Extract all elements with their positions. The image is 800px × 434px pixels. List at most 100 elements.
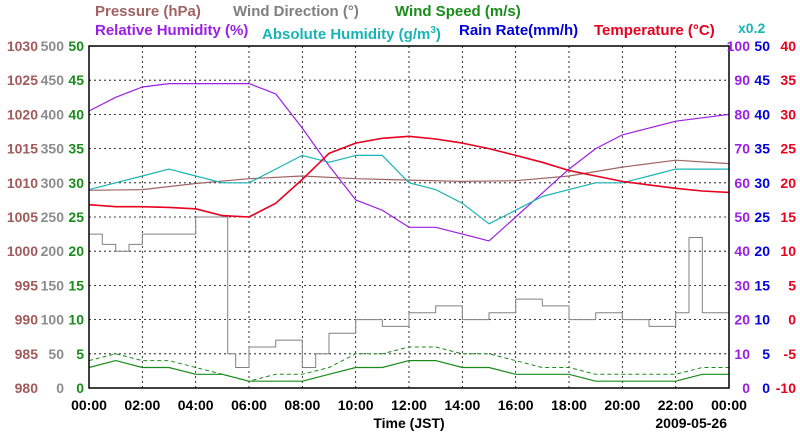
tick-label-temperature: 35 [780,72,796,88]
x-tick-label: 08:00 [284,397,320,413]
plot-frame [88,45,730,389]
tick-label-pressure: 1020 [7,106,38,122]
tick-label-pressure: 1015 [7,141,38,157]
x-axis-label: Time (JST) [373,415,444,431]
legend-temperature: Temperature (°C) [594,22,715,39]
tick-label-wind-direction: 200 [41,243,65,259]
tick-label-rain-rate: 25 [754,209,770,225]
right-axis-ticks: 0102030405060708090100051015202530354045… [727,38,797,396]
tick-label-pressure: 980 [15,380,39,396]
x-tick-label: 02:00 [124,397,160,413]
tick-label-rain-rate: 35 [754,141,770,157]
legend-rain-rate: Rain Rate(mm/h) [459,22,579,39]
tick-label-rain-rate: 40 [754,106,770,122]
tick-label-temperature: 15 [780,209,796,225]
x-tick-label: 00:00 [711,397,747,413]
legend-absolute-humidity-close: ) [435,26,441,43]
series-line-wind-direction [89,216,730,368]
grid [89,46,729,388]
tick-label-wind-direction: 300 [41,175,65,191]
legend-wind-speed: Wind Speed (m/s) [395,3,521,20]
tick-label-temperature: -5 [784,346,797,362]
tick-label-relative-humidity: 90 [734,72,750,88]
series-line-absolute-humidity-g-m3 [88,154,729,225]
tick-label-temperature: 25 [780,141,796,157]
tick-label-relative-humidity: 0 [742,380,750,396]
series-line-pressure-hpa [88,159,730,191]
tick-label-wind-speed: 45 [68,72,84,88]
tick-label-temperature: 20 [780,175,796,191]
tick-label-pressure: 1025 [7,72,38,88]
tick-label-temperature: -10 [776,380,796,396]
series-layer [88,83,730,382]
x-tick-label: 04:00 [178,397,214,413]
tick-label-wind-speed: 50 [68,38,84,54]
date-label: 2009-05-26 [655,415,727,431]
tick-label-temperature: 40 [780,38,796,54]
tick-label-temperature: 30 [780,106,796,122]
x-tick-label: 14:00 [444,397,480,413]
legend-rain-scale-note: x0.2 [738,20,766,36]
tick-label-relative-humidity: 30 [734,277,750,293]
tick-label-rain-rate: 15 [754,277,770,293]
x-tick-label: 10:00 [338,397,374,413]
tick-label-relative-humidity: 60 [734,175,750,191]
left-axis-ticks: 9809859909951000100510101015102010251030… [7,38,84,396]
tick-label-wind-speed: 15 [68,277,84,293]
x-tick-label: 06:00 [231,397,267,413]
x-tick-label: 12:00 [391,397,427,413]
tick-label-relative-humidity: 10 [734,346,750,362]
tick-label-wind-speed: 0 [76,380,84,396]
tick-label-wind-speed: 30 [68,175,84,191]
tick-label-wind-direction: 450 [41,72,65,88]
x-tick-label: 20:00 [604,397,640,413]
x-tick-label: 16:00 [498,397,534,413]
tick-label-rain-rate: 45 [754,72,770,88]
legend-absolute-humidity: Absolute Humidity (g/m3) [262,22,441,43]
legend-pressure: Pressure (hPa) [95,3,201,20]
tick-label-wind-direction: 150 [41,277,65,293]
tick-label-wind-direction: 400 [41,106,65,122]
tick-label-pressure: 1000 [7,243,38,259]
tick-label-relative-humidity: 100 [727,38,751,54]
tick-label-temperature: 10 [780,243,796,259]
tick-label-wind-speed: 20 [68,243,84,259]
series-line-wind-speed-m-s [88,360,729,382]
tick-label-pressure: 1005 [7,209,38,225]
tick-label-wind-direction: 0 [56,380,64,396]
tick-label-rain-rate: 5 [762,346,770,362]
tick-label-rain-rate: 20 [754,243,770,259]
tick-label-temperature: 5 [788,277,796,293]
tick-label-relative-humidity: 40 [734,243,750,259]
tick-label-wind-speed: 25 [68,209,84,225]
tick-label-pressure: 1010 [7,175,38,191]
series-line-relative-humidity [88,83,730,242]
tick-label-wind-speed: 35 [68,141,84,157]
tick-label-wind-direction: 100 [41,312,65,328]
tick-label-relative-humidity: 20 [734,312,750,328]
tick-label-relative-humidity: 80 [734,106,750,122]
tick-label-rain-rate: 50 [754,38,770,54]
x-tick-label: 22:00 [658,397,694,413]
tick-label-wind-direction: 50 [48,346,64,362]
tick-label-wind-direction: 500 [41,38,65,54]
legend-relative-humidity: Relative Humidity (%) [95,22,249,39]
tick-label-rain-rate: 30 [754,175,770,191]
legend-absolute-humidity-text: Absolute Humidity (g/m [262,26,431,43]
legend-wind-direction: Wind Direction (°) [233,3,359,20]
series-line-wind-speed-gust-m-s [88,346,729,382]
tick-label-pressure: 1030 [7,38,38,54]
legend-absolute-humidity-sup: 3 [430,25,436,36]
tick-label-relative-humidity: 50 [734,209,750,225]
tick-label-rain-rate: 10 [754,312,770,328]
tick-label-pressure: 990 [15,312,39,328]
tick-label-wind-speed: 10 [68,312,84,328]
tick-label-temperature: 0 [788,312,796,328]
tick-label-rain-rate: 0 [762,380,770,396]
x-tick-label: 18:00 [551,397,587,413]
tick-label-wind-direction: 350 [41,141,65,157]
x-tick-label: 00:00 [71,397,107,413]
tick-label-wind-direction: 250 [41,209,65,225]
series-line-temperature-c [88,135,730,218]
